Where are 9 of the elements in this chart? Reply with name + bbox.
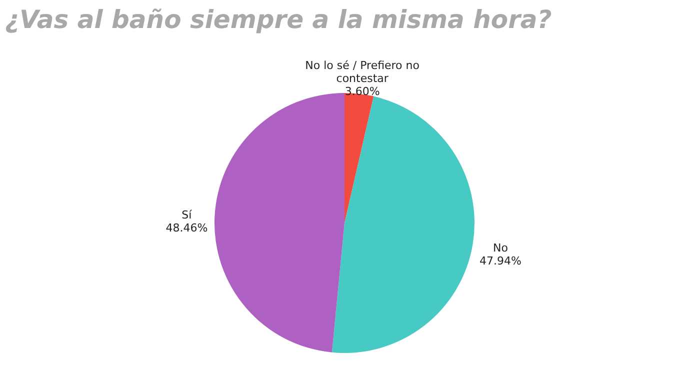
slice-label: No (492, 241, 508, 254)
chart-title: ¿Vas al baño siempre a la misma hora? (5, 5, 552, 34)
pie-slice (332, 96, 474, 353)
pie-slice (214, 93, 344, 352)
data-label: 47.94% (479, 254, 522, 268)
slice-label: No lo sé / Prefiero no contestar (305, 59, 420, 86)
data-label: 3.60% (344, 85, 380, 98)
data-label: 48.46% (166, 221, 208, 234)
slice-label: Sí (182, 208, 193, 222)
